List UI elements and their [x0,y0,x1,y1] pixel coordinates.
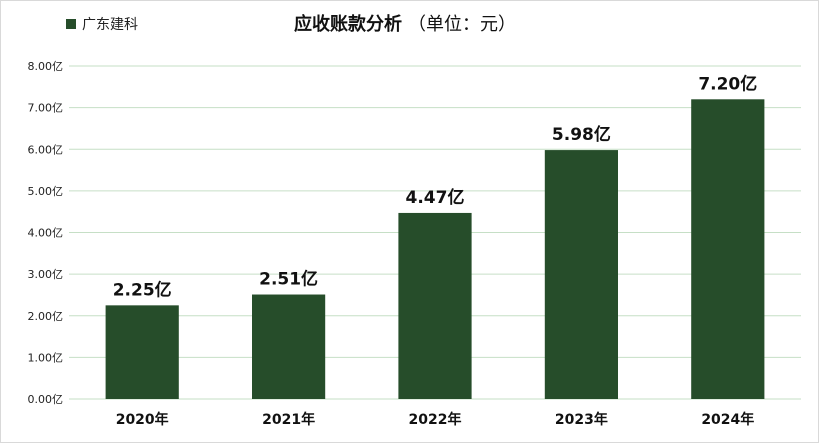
bar [544,150,618,399]
bar [398,212,472,399]
y-tick-label: 7.00亿 [28,102,64,115]
x-category-label: 2020年 [116,411,169,428]
legend: 广东建科 [66,14,138,34]
y-tick-label: 4.00亿 [28,227,64,240]
data-label: 5.98亿 [552,124,611,145]
y-tick-label: 1.00亿 [28,351,64,364]
data-label: 2.51亿 [259,269,318,290]
x-category-label: 2021年 [262,411,315,428]
bar [105,305,179,399]
legend-swatch [66,19,76,29]
y-tick-label: 6.00亿 [28,143,64,156]
bar [252,294,326,399]
chart-title: 应收账款分析 （单位：元） [294,10,516,36]
y-tick-label: 2.00亿 [28,310,64,323]
y-tick-label: 5.00亿 [28,185,64,198]
data-label: 2.25亿 [113,279,172,300]
data-label: 7.20亿 [698,73,757,94]
x-category-label: 2022年 [409,411,462,428]
chart-title-unit: （单位：元） [408,14,516,35]
chart-title-main: 应收账款分析 [294,14,402,35]
legend-label: 广东建科 [82,17,138,33]
data-label: 4.47亿 [406,187,465,208]
bar [691,99,765,400]
y-tick-label: 0.00亿 [28,393,64,406]
x-category-label: 2023年 [555,411,608,428]
x-category-label: 2024年 [701,411,754,428]
y-tick-label: 8.00亿 [28,60,64,73]
y-tick-label: 3.00亿 [28,268,64,281]
